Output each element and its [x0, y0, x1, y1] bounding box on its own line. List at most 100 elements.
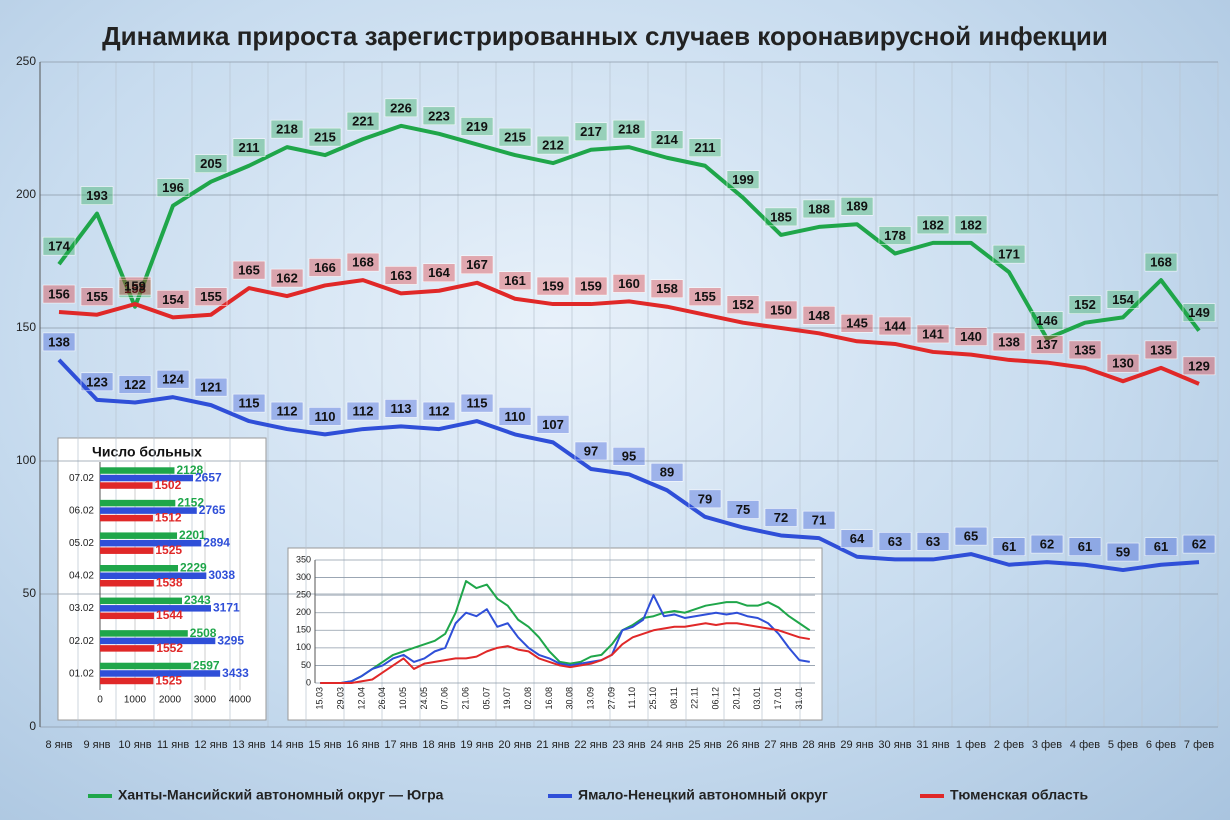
- x-tick-label: 22 янв: [574, 739, 608, 751]
- bar: [100, 670, 221, 677]
- data-label: 95: [622, 449, 636, 464]
- x-tick-label: 14 янв: [270, 739, 304, 751]
- label-box: [1106, 542, 1140, 562]
- label-box: [764, 300, 798, 320]
- data-label: 61: [1154, 539, 1168, 554]
- label-box: [460, 117, 494, 136]
- label-box: [1030, 534, 1064, 554]
- bar: [100, 499, 176, 507]
- bar: [100, 612, 155, 620]
- label-box: [194, 154, 228, 173]
- series-line: [320, 594, 810, 684]
- data-label: 141: [922, 326, 944, 341]
- data-label: 160: [618, 276, 640, 291]
- label-box: [270, 119, 304, 139]
- data-label: 164: [428, 265, 450, 280]
- label-box: [726, 500, 760, 519]
- data-label: 158: [656, 281, 678, 296]
- x-tick-label: 1000: [124, 695, 147, 706]
- label-box: [156, 178, 190, 197]
- y-tick-label: 200: [16, 187, 36, 201]
- data-label: 1512: [155, 511, 182, 525]
- bar: [100, 467, 175, 474]
- y-tick-label: 150: [16, 320, 36, 334]
- x-tick-label: 06.12: [710, 687, 720, 710]
- label-box: [802, 306, 836, 325]
- x-tick-label: 26 янв: [726, 739, 760, 751]
- data-label: 107: [542, 417, 564, 432]
- label-box: [346, 401, 380, 421]
- y-tick-label: 04.02: [69, 571, 94, 582]
- x-tick-label: 13.09: [585, 687, 595, 710]
- x-tick-label: 28 янв: [802, 739, 836, 751]
- y-tick-label: 0: [29, 719, 36, 733]
- x-tick-label: 08.11: [669, 687, 679, 709]
- bar: [100, 597, 183, 605]
- label-box: [384, 399, 418, 418]
- data-label: 121: [200, 380, 222, 395]
- data-label: 123: [86, 374, 108, 389]
- bar: [100, 539, 202, 547]
- data-label: 135: [1074, 342, 1096, 357]
- data-label: 135: [1150, 342, 1172, 357]
- data-label: 64: [850, 531, 865, 546]
- x-tick-label: 27 янв: [764, 739, 798, 751]
- x-tick-label: 20.12: [731, 687, 741, 710]
- data-label: 159: [542, 278, 564, 293]
- label-box: [574, 441, 608, 461]
- data-label: 221: [352, 114, 374, 129]
- bar: [100, 482, 153, 489]
- label-box: [688, 138, 722, 157]
- label-box: [954, 526, 988, 546]
- bar: [100, 565, 179, 572]
- x-tick-label: 3 фев: [1031, 739, 1063, 751]
- data-label: 72: [774, 510, 788, 525]
- data-label: 2128: [176, 463, 203, 477]
- data-label: 152: [732, 297, 754, 312]
- data-label: 215: [314, 130, 336, 145]
- bar: [100, 637, 216, 645]
- data-label: 112: [429, 404, 450, 419]
- label-box: [1182, 356, 1216, 376]
- label-box: [764, 207, 798, 227]
- label-box: [346, 252, 380, 272]
- label-box: [118, 276, 152, 296]
- data-label: 152: [1074, 297, 1096, 312]
- label-box: [1068, 295, 1102, 314]
- label-box: [346, 111, 380, 131]
- bar: [100, 605, 211, 612]
- label-box: [992, 537, 1026, 556]
- x-tick-label: 21.06: [460, 687, 470, 710]
- x-tick-label: 16 янв: [346, 739, 380, 751]
- label-box: [384, 266, 418, 285]
- data-label: 113: [391, 401, 412, 416]
- label-box: [1106, 353, 1140, 373]
- legend-label: Ханты-Мансийский автономный округ — Югра: [118, 787, 444, 803]
- x-tick-label: 24.05: [419, 687, 429, 710]
- y-tick-label: 01.02: [69, 668, 94, 679]
- y-tick-label: 100: [16, 453, 36, 467]
- x-tick-label: 18 янв: [422, 739, 456, 751]
- y-tick-label: 200: [296, 607, 311, 617]
- bar: [100, 474, 193, 482]
- label-box: [460, 255, 494, 275]
- data-label: 211: [695, 140, 716, 155]
- data-label: 2657: [195, 470, 222, 484]
- y-tick-label: 07.02: [69, 473, 94, 484]
- series-line: [58, 278, 1200, 386]
- label-box: [1144, 537, 1178, 556]
- data-label: 156: [48, 286, 70, 301]
- data-label: 2508: [190, 626, 217, 640]
- x-tick-label: 26.04: [377, 687, 387, 710]
- bar: [100, 630, 188, 637]
- data-label: 3433: [222, 666, 249, 680]
- label-box: [156, 369, 190, 389]
- series-line: [57, 123, 1201, 341]
- bar: [100, 580, 154, 587]
- label-box: [156, 290, 190, 309]
- label-box: [1144, 340, 1178, 360]
- data-label: 3295: [217, 633, 244, 647]
- data-label: 115: [467, 396, 488, 411]
- data-label: 185: [770, 209, 792, 224]
- label-box: [688, 287, 722, 306]
